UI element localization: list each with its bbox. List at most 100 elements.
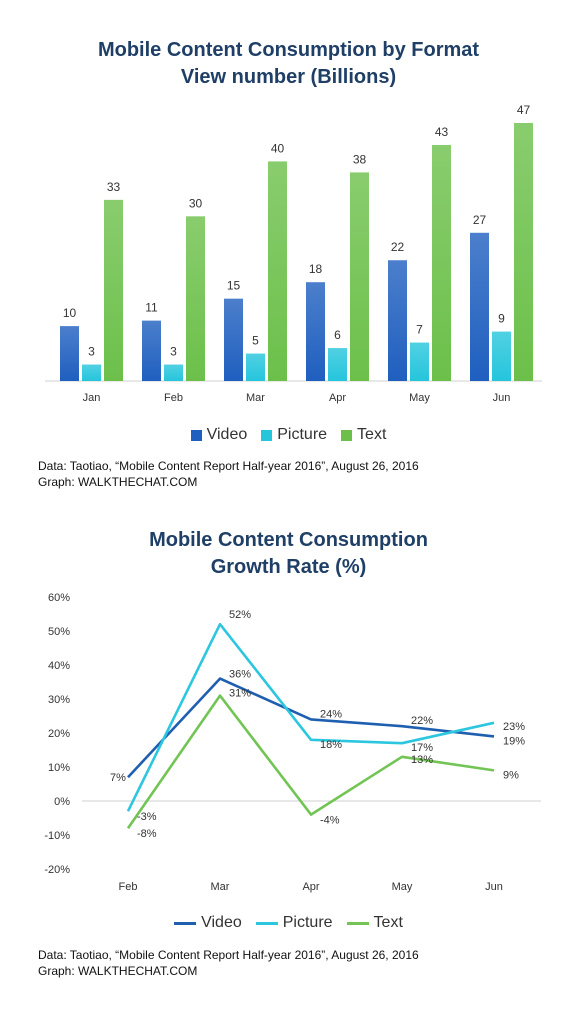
- legend-label-text: Text: [357, 426, 387, 443]
- line-label-picture-may: 17%: [411, 742, 433, 754]
- bar-text-jan: [104, 199, 123, 381]
- line-y-tick-10: 10%: [48, 762, 70, 774]
- line-chart-source: Data: Taotiao, “Mobile Content Report Ha…: [38, 947, 419, 979]
- bar-video-apr: [306, 282, 325, 381]
- line-x-tick-feb: Feb: [119, 881, 138, 893]
- line-chart-graph-credit: Graph: WALKTHECHAT.COM: [38, 964, 198, 978]
- bar-picture-may: [410, 342, 429, 381]
- line-x-tick-apr: Apr: [302, 881, 319, 893]
- line-label-text-jun: 9%: [503, 769, 519, 781]
- bar-label-picture-jan: 3: [88, 345, 95, 359]
- bar-x-tick-jun: Jun: [493, 392, 511, 404]
- legend-swatch-text: [341, 429, 353, 441]
- bar-video-jan: [60, 326, 79, 381]
- bar-chart-source: Data: Taotiao, “Mobile Content Report Ha…: [38, 458, 419, 490]
- legend-item-picture: Picture: [261, 426, 327, 444]
- line-x-tick-may: May: [392, 881, 413, 893]
- bar-label-video-mar: 15: [227, 279, 241, 293]
- line-label-video-feb: 7%: [110, 772, 126, 784]
- line-y-tick-30: 30%: [48, 694, 70, 706]
- line-y-tick-60: 60%: [48, 592, 70, 604]
- line-y-tick-20: -20%: [44, 864, 70, 876]
- bar-chart-title: Mobile Content Consumption by Format Vie…: [0, 37, 577, 91]
- bar-label-text-may: 43: [435, 125, 449, 139]
- bar-chart-subtitle: View number (Billions): [180, 66, 397, 88]
- bar-video-may: [388, 260, 407, 381]
- line-label-picture-jun: 23%: [503, 721, 525, 733]
- bar-text-jun: [514, 123, 533, 381]
- line-label-text-apr: -4%: [320, 815, 340, 827]
- line-y-tick-20: 20%: [48, 728, 70, 740]
- legend-item-text: Text: [341, 426, 386, 444]
- bar-label-text-mar: 40: [271, 141, 285, 155]
- bar-label-picture-feb: 3: [170, 345, 177, 359]
- line-label-text-mar: 31%: [229, 688, 251, 700]
- bar-label-video-feb: 11: [145, 301, 158, 315]
- line-x-tick-mar: Mar: [211, 881, 230, 893]
- bar-picture-apr: [328, 348, 347, 381]
- line-chart-data-source: Data: Taotiao, “Mobile Content Report Ha…: [38, 948, 419, 962]
- bar-label-picture-mar: 5: [252, 334, 259, 348]
- line-series-text: [126, 694, 495, 829]
- legend-label-video: Video: [206, 426, 248, 443]
- line-chart-title: Mobile Content Consumption Growth Rate (…: [0, 527, 577, 581]
- line-series-video: [127, 677, 495, 779]
- line-label-picture-feb: -3%: [137, 811, 157, 823]
- bar-chart-data-source: Data: Taotiao, “Mobile Content Report Ha…: [38, 459, 419, 473]
- line-label-video-apr: 24%: [320, 708, 342, 720]
- bar-picture-jan: [82, 364, 101, 381]
- line-legend-swatch-video: [174, 921, 197, 925]
- line-y-tick-0: 0%: [54, 796, 70, 808]
- line-y-tick-40: 40%: [48, 660, 70, 672]
- bar-label-text-feb: 30: [189, 196, 203, 210]
- bar-label-text-apr: 38: [353, 152, 367, 166]
- line-chart: 60% 50% 40% 30% 20% 10% 0% -10% -20% Feb Mar Apr May…: [44, 592, 541, 893]
- line-chart-title-line: Mobile Content Consumption: [149, 529, 428, 551]
- line-chart-legend: Video Picture Text: [0, 914, 577, 932]
- bar-label-picture-may: 7: [416, 323, 423, 337]
- legend-label-picture: Picture: [277, 426, 328, 443]
- line-legend-swatch-text: [346, 921, 369, 925]
- bar-label-picture-jun: 9: [498, 312, 505, 326]
- bar-x-tick-feb: Feb: [164, 392, 183, 404]
- bar-text-feb: [186, 216, 205, 381]
- bar-chart-legend: Video Picture Text: [0, 426, 577, 444]
- line-label-text-feb: -8%: [137, 828, 157, 840]
- line-chart-subtitle: Growth Rate (%): [210, 556, 367, 578]
- line-label-video-jun: 19%: [503, 735, 525, 747]
- bar-label-video-jun: 27: [473, 213, 487, 227]
- legend-swatch-video: [190, 429, 202, 441]
- line-legend-label-text: Text: [373, 914, 403, 931]
- bar-label-picture-apr: 6: [334, 328, 341, 342]
- bar-x-tick-apr: Apr: [329, 392, 346, 404]
- bar-x-tick-mar: Mar: [246, 392, 265, 404]
- bar-picture-jun: [492, 331, 511, 381]
- line-legend-item-video: Video: [174, 914, 242, 932]
- legend-swatch-picture: [261, 429, 273, 441]
- bar-picture-feb: [164, 364, 183, 381]
- bar-chart-graph-credit: Graph: WALKTHECHAT.COM: [38, 475, 198, 489]
- line-legend-swatch-picture: [255, 921, 278, 925]
- line-y-tick-50: 50%: [48, 626, 70, 638]
- bar-label-video-may: 22: [391, 240, 405, 254]
- bar-text-apr: [350, 172, 369, 381]
- line-legend-item-picture: Picture: [255, 914, 333, 932]
- bar-chart: 10333Jan11330Feb15540Mar18638Apr22743May…: [45, 103, 542, 404]
- line-label-video-may: 22%: [411, 715, 433, 727]
- line-y-tick-10: -10%: [44, 830, 70, 842]
- bar-video-feb: [142, 320, 161, 381]
- line-legend-item-text: Text: [346, 914, 403, 932]
- bar-label-video-apr: 18: [309, 262, 323, 276]
- line-x-tick-jun: Jun: [485, 881, 503, 893]
- line-label-text-may: 13%: [411, 754, 433, 766]
- bar-chart-title-line: Mobile Content Consumption by Format: [97, 39, 480, 61]
- line-legend-label-picture: Picture: [282, 914, 333, 931]
- bar-text-mar: [268, 161, 287, 381]
- bar-video-jun: [470, 232, 489, 381]
- bar-x-tick-jan: Jan: [83, 392, 101, 404]
- bar-video-mar: [224, 298, 243, 381]
- line-series-picture: [126, 622, 495, 812]
- bar-label-video-jan: 10: [63, 306, 77, 320]
- bar-label-text-jan: 33: [107, 180, 121, 194]
- bar-text-may: [432, 144, 451, 381]
